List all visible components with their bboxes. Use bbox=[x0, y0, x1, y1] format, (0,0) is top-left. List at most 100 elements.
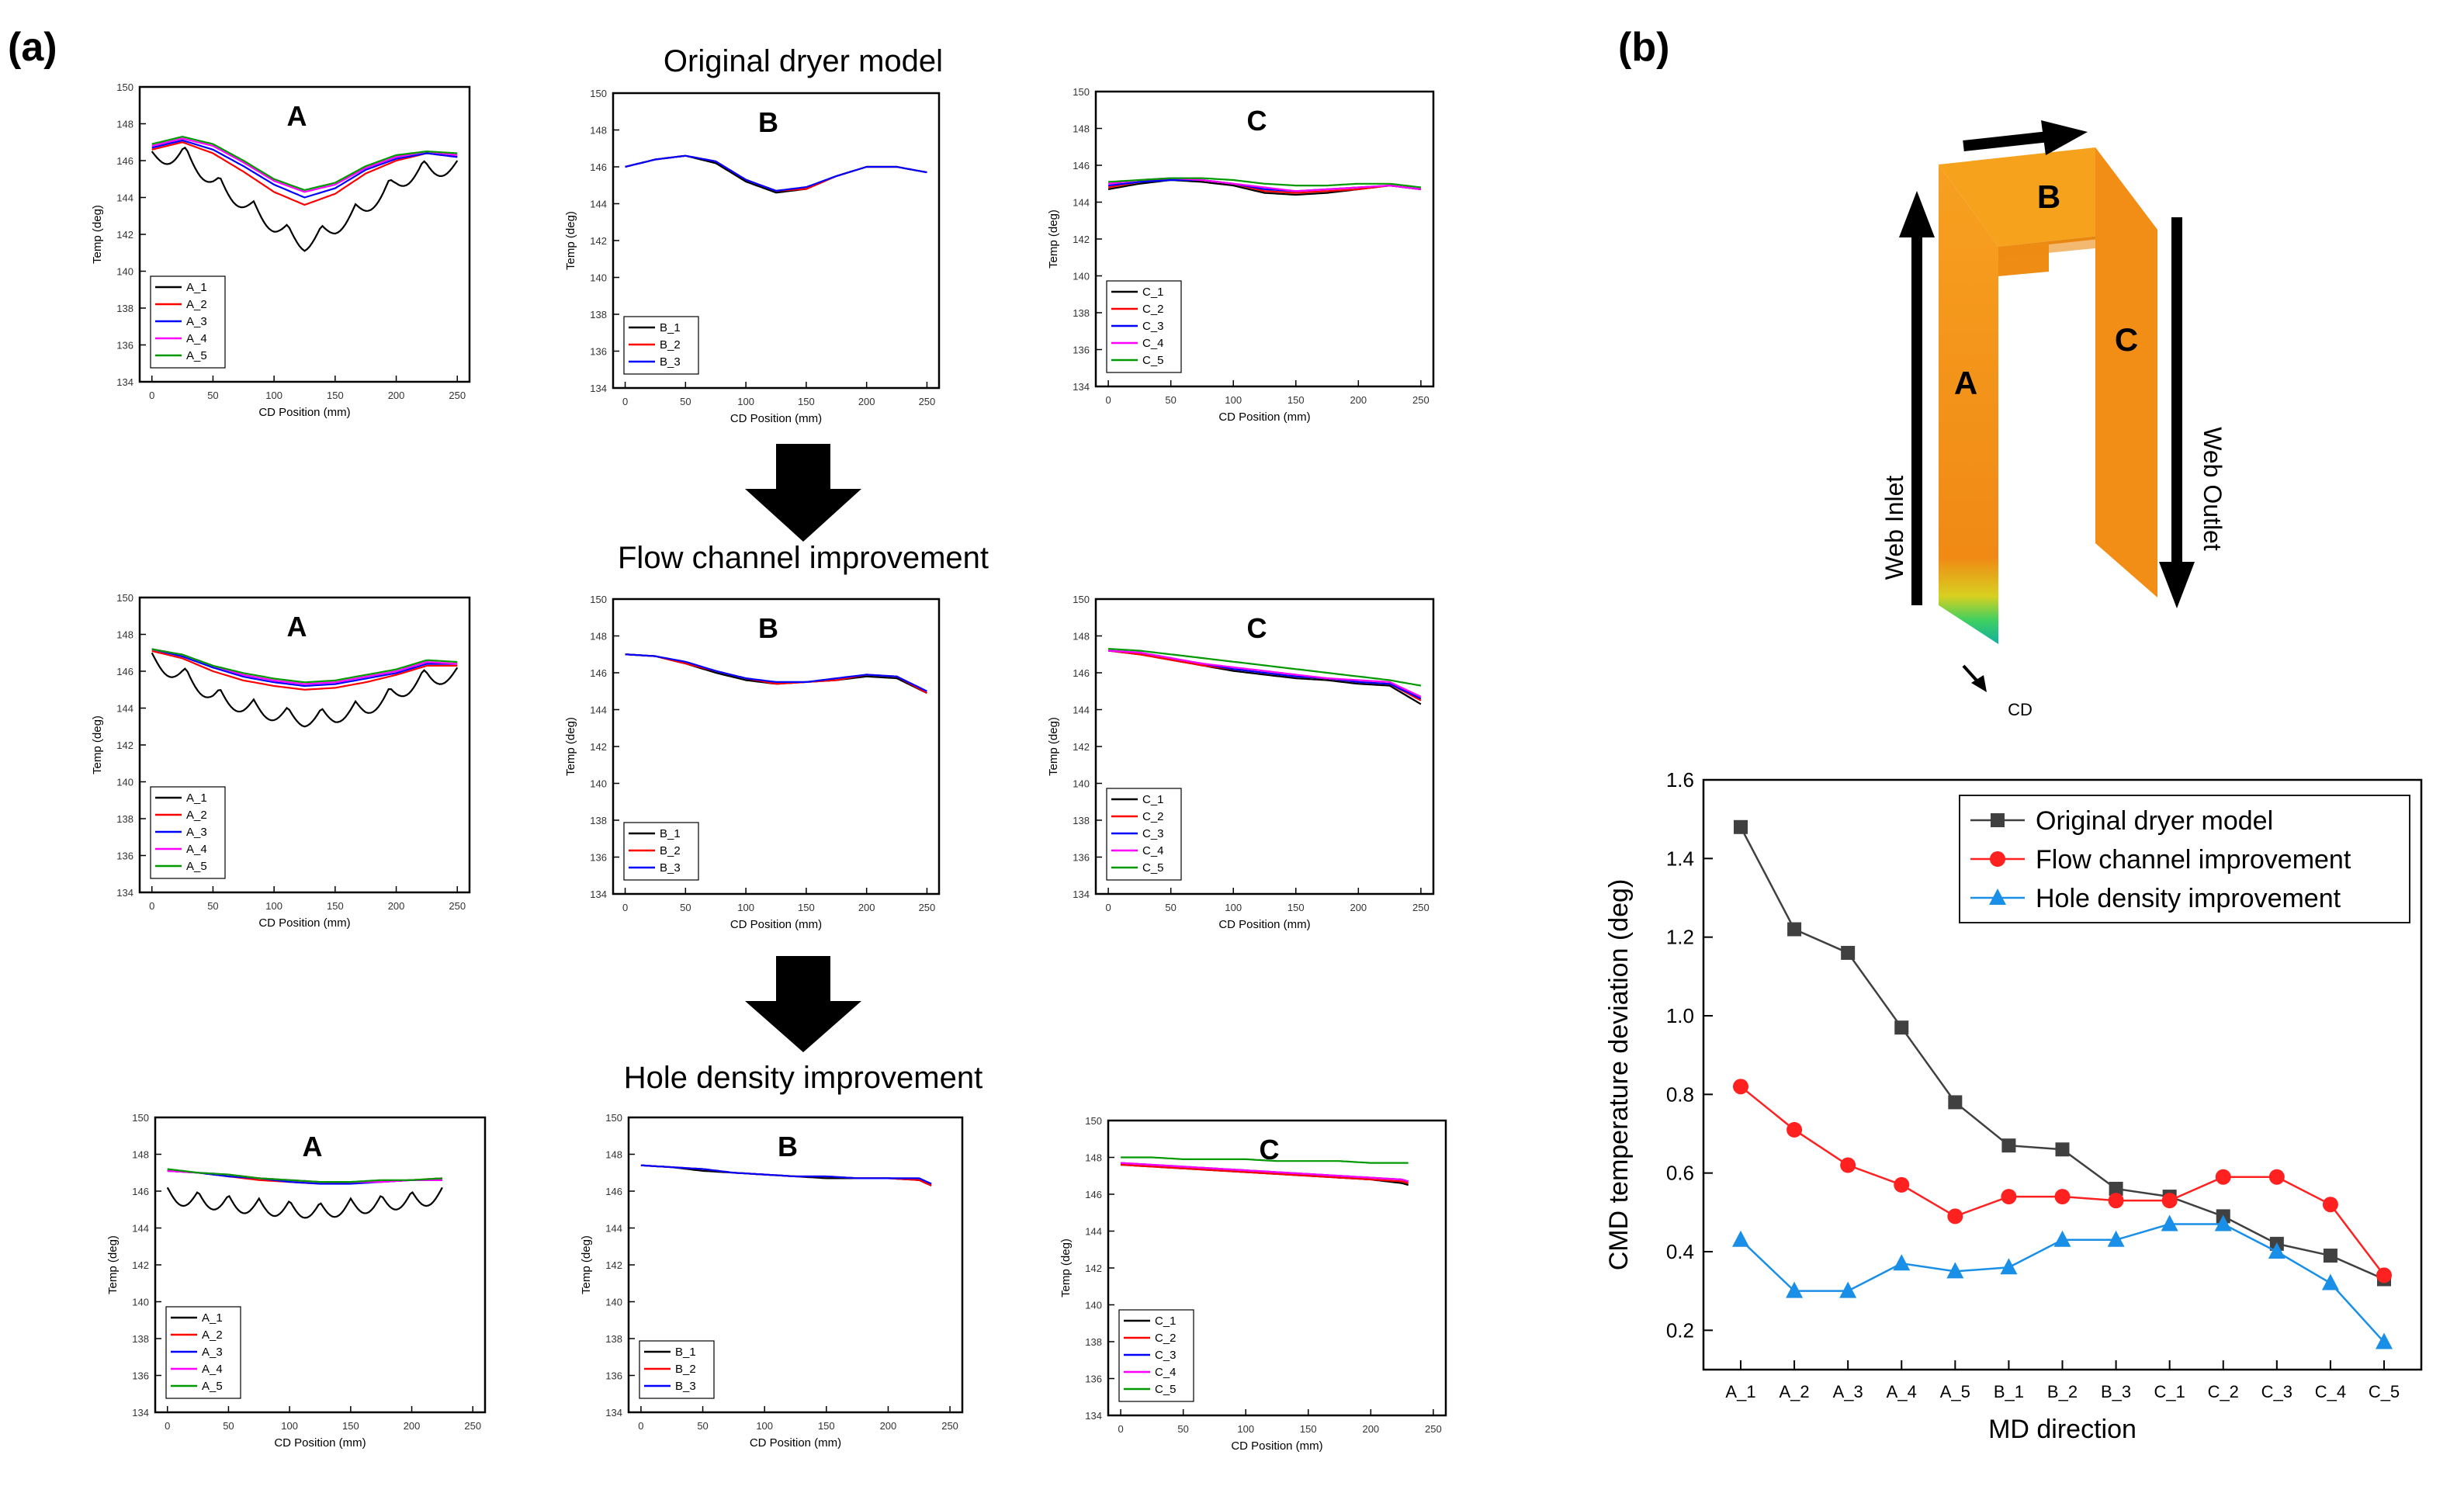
x-axis-label: CD Position (mm) bbox=[1231, 1439, 1322, 1453]
diagram-outlet-label: Web Outlet bbox=[2199, 427, 2227, 551]
dev-point-A_3 bbox=[1839, 1281, 1857, 1298]
y-tick-label: 136 bbox=[1073, 852, 1090, 864]
legend-label: B_1 bbox=[660, 321, 681, 334]
legend-label: A_3 bbox=[186, 315, 207, 328]
dev-x-tick-label: B_2 bbox=[2047, 1382, 2078, 1401]
y-tick-label: 142 bbox=[116, 740, 133, 751]
x-tick-label: 0 bbox=[622, 396, 628, 407]
legend-label: C_3 bbox=[1142, 827, 1164, 840]
dev-x-tick-label: A_5 bbox=[1940, 1382, 1970, 1401]
diagram-label-c: C bbox=[2115, 321, 2138, 358]
dev-point-C_4 bbox=[2321, 1273, 2339, 1290]
x-axis-label: CD Position (mm) bbox=[1218, 410, 1310, 424]
legend-label: A_5 bbox=[186, 860, 207, 873]
dev-point-A_2 bbox=[1787, 922, 1802, 937]
y-tick-label: 136 bbox=[132, 1370, 149, 1382]
y-tick-label: 136 bbox=[116, 850, 133, 862]
x-tick-label: 100 bbox=[1225, 394, 1242, 406]
legend-label: C_1 bbox=[1142, 793, 1164, 806]
plot-title: B bbox=[778, 1131, 798, 1162]
x-axis-label: CD Position (mm) bbox=[258, 916, 350, 930]
dev-y-tick-label: 1.4 bbox=[1666, 847, 1694, 870]
x-tick-label: 150 bbox=[1287, 902, 1305, 913]
series-line-A_2 bbox=[151, 141, 458, 206]
legend-box bbox=[165, 1306, 241, 1399]
y-tick-label: 146 bbox=[1085, 1189, 1102, 1200]
x-tick-label: 50 bbox=[1177, 1423, 1188, 1435]
dev-point-B_3 bbox=[2107, 1230, 2125, 1247]
x-tick-label: 50 bbox=[207, 390, 218, 401]
x-tick-label: 50 bbox=[1165, 394, 1176, 406]
series-line-C_4 bbox=[1108, 650, 1422, 698]
x-tick-label: 250 bbox=[1425, 1423, 1442, 1435]
top-arrow-shaft bbox=[1963, 131, 2050, 151]
y-tick-label: 146 bbox=[1073, 160, 1090, 171]
dev-point-C_3 bbox=[2268, 1169, 2285, 1185]
x-tick-label: 50 bbox=[680, 902, 691, 913]
y-tick-label: 134 bbox=[590, 383, 607, 394]
y-tick-label: 144 bbox=[605, 1223, 622, 1235]
y-tick-label: 136 bbox=[116, 340, 133, 352]
y-tick-label: 148 bbox=[590, 125, 607, 137]
dev-point-C_3 bbox=[2268, 1242, 2286, 1259]
y-tick-label: 140 bbox=[132, 1297, 149, 1308]
legend-label: C_2 bbox=[1155, 1332, 1177, 1345]
dev-legend-marker bbox=[1990, 851, 2005, 867]
row-title-flow: Flow channel improvement bbox=[618, 541, 989, 575]
x-tick-label: 200 bbox=[388, 390, 405, 401]
dev-y-tick-label: 0.4 bbox=[1666, 1240, 1694, 1263]
dev-x-tick-label: C_2 bbox=[2208, 1382, 2239, 1401]
y-tick-label: 140 bbox=[1085, 1300, 1102, 1311]
x-tick-label: 100 bbox=[1237, 1423, 1254, 1435]
dev-point-A_5 bbox=[1946, 1262, 1964, 1279]
legend-label: A_4 bbox=[202, 1363, 223, 1376]
x-tick-label: 200 bbox=[1362, 1423, 1379, 1435]
y-tick-label: 150 bbox=[132, 1112, 149, 1124]
legend-label: B_2 bbox=[660, 844, 681, 857]
x-tick-label: 200 bbox=[404, 1420, 421, 1432]
y-axis-label: Temp (deg) bbox=[1059, 1238, 1073, 1297]
x-tick-label: 250 bbox=[449, 900, 466, 912]
diagram-inlet-label: Web Inlet bbox=[1880, 476, 1908, 580]
legend-label: B_2 bbox=[660, 338, 681, 352]
x-tick-label: 100 bbox=[1225, 902, 1242, 913]
dev-point-A_2 bbox=[1786, 1281, 1804, 1298]
y-tick-label: 142 bbox=[1073, 234, 1090, 245]
y-tick-label: 144 bbox=[590, 199, 607, 210]
y-tick-label: 150 bbox=[605, 1112, 622, 1124]
down-arrow-2 bbox=[745, 956, 861, 1052]
y-axis-label: Temp (deg) bbox=[1047, 717, 1060, 776]
dev-y-tick-label: 0.6 bbox=[1666, 1162, 1694, 1185]
diagram-face-a bbox=[1939, 165, 1998, 644]
x-tick-label: 250 bbox=[919, 396, 936, 407]
y-tick-label: 142 bbox=[1073, 741, 1090, 753]
x-tick-label: 150 bbox=[798, 396, 815, 407]
dev-y-tick-label: 0.2 bbox=[1666, 1318, 1694, 1342]
x-tick-label: 0 bbox=[1105, 394, 1111, 406]
dev-x-tick-label: B_3 bbox=[2101, 1382, 2131, 1401]
y-tick-label: 136 bbox=[1085, 1373, 1102, 1385]
y-tick-label: 144 bbox=[116, 703, 133, 715]
legend-label: B_1 bbox=[675, 1346, 696, 1359]
dev-point-B_2 bbox=[2053, 1230, 2071, 1247]
y-tick-label: 150 bbox=[116, 592, 133, 604]
y-tick-label: 146 bbox=[590, 667, 607, 679]
legend-label: A_1 bbox=[186, 792, 207, 805]
y-tick-label: 150 bbox=[590, 88, 607, 99]
x-tick-label: 250 bbox=[919, 902, 936, 913]
y-tick-label: 144 bbox=[132, 1223, 149, 1235]
dev-legend-marker bbox=[1991, 813, 2005, 827]
x-tick-label: 0 bbox=[638, 1420, 643, 1432]
series-line-A_3 bbox=[151, 648, 458, 688]
dev-x-tick-label: A_4 bbox=[1887, 1382, 1917, 1401]
legend-label: C_2 bbox=[1142, 810, 1164, 823]
y-tick-label: 134 bbox=[116, 887, 133, 899]
series-line-B_3 bbox=[625, 653, 927, 692]
dev-x-axis-label: MD direction bbox=[1988, 1415, 2137, 1444]
y-tick-label: 142 bbox=[116, 229, 133, 241]
x-tick-label: 0 bbox=[1118, 1423, 1123, 1435]
y-tick-label: 146 bbox=[116, 666, 133, 677]
series-line-B_3 bbox=[625, 154, 927, 192]
x-tick-label: 250 bbox=[1412, 394, 1430, 406]
x-tick-label: 50 bbox=[680, 396, 691, 407]
